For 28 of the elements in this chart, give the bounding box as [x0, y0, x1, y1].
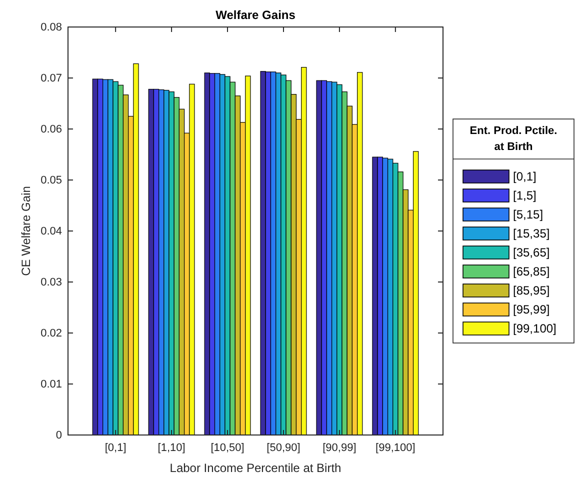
- x-axis-title: Labor Income Percentile at Birth: [170, 461, 342, 475]
- legend-label: [65,85]: [513, 264, 550, 279]
- legend-label: [99,100]: [513, 322, 556, 336]
- y-tick-label: 0.06: [40, 124, 62, 136]
- legend-label: [15,35]: [513, 226, 550, 241]
- x-tick-label: [10,50]: [210, 442, 244, 454]
- y-tick-label: 0.07: [40, 72, 62, 85]
- x-tick-label: [1,10]: [158, 442, 186, 454]
- x-tick-label: [99,100]: [376, 442, 416, 454]
- chart-title: Welfare Gains: [216, 8, 296, 22]
- y-tick-label: 0: [56, 430, 62, 442]
- legend-label: [0,1]: [513, 170, 536, 184]
- y-tick-label: 0.04: [40, 226, 62, 238]
- y-axis-title: CE Welfare Gain: [19, 186, 33, 276]
- legend-label: [5,15]: [513, 208, 544, 222]
- y-tick-label: 0.03: [40, 276, 62, 289]
- x-tick-label: [0,1]: [104, 442, 126, 454]
- legend-label: [35,65]: [513, 246, 550, 260]
- y-tick-label: 0.01: [40, 378, 62, 391]
- legend-title: Ent. Prod. Pctile. at Birth: [470, 125, 558, 153]
- legend-label: [1,5]: [513, 188, 536, 203]
- legend-label: [95,99]: [513, 302, 550, 317]
- legend-label: [85,95]: [513, 284, 550, 298]
- x-tick-label: [90,99]: [322, 442, 356, 454]
- y-tick-label: 0.08: [40, 22, 62, 34]
- y-tick-label: 0.05: [40, 174, 62, 187]
- x-tick-label: [50,90]: [266, 442, 300, 454]
- y-tick-label: 0.02: [40, 328, 62, 340]
